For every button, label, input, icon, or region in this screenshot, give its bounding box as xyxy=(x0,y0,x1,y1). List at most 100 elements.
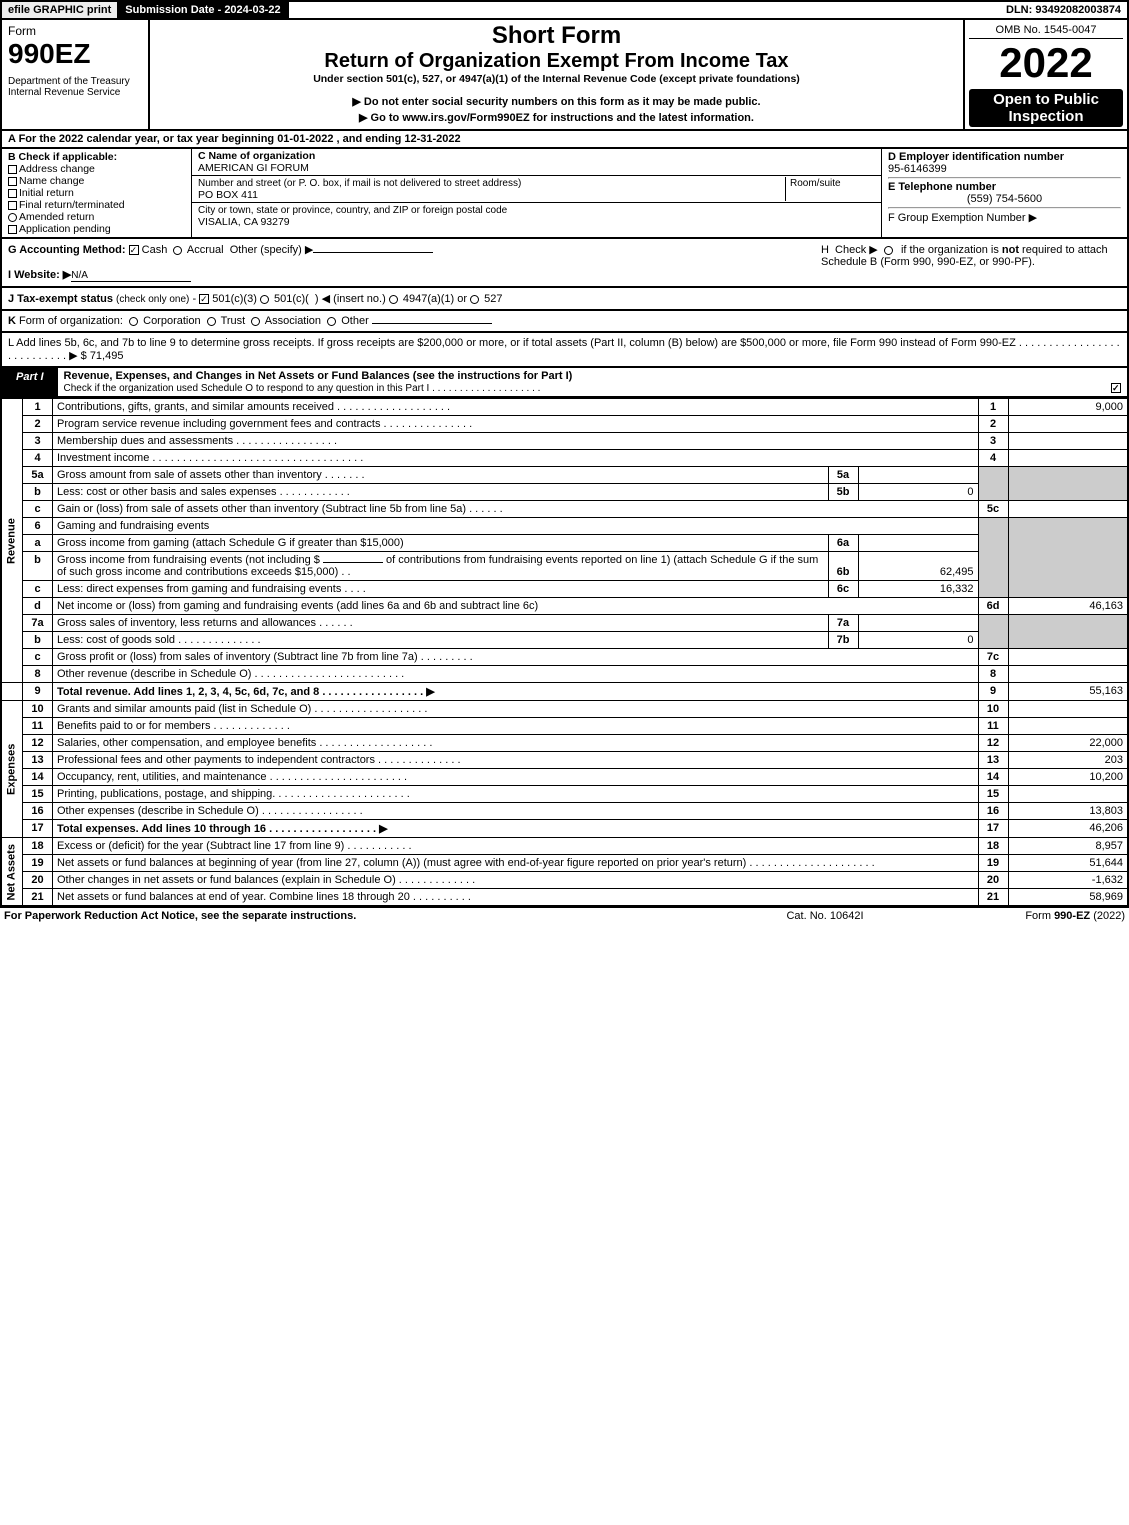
line-21: Net assets or fund balances at end of ye… xyxy=(53,889,979,907)
goto-link[interactable]: ▶ Go to www.irs.gov/Form990EZ for instru… xyxy=(156,111,957,124)
org-name: AMERICAN GI FORUM xyxy=(198,162,309,174)
checkbox-accrual[interactable] xyxy=(173,246,182,255)
b-header: B Check if applicable: xyxy=(8,151,117,163)
tel-label: E Telephone number xyxy=(888,181,996,193)
line-1: Contributions, gifts, grants, and simila… xyxy=(53,399,979,416)
line-15: Printing, publications, postage, and shi… xyxy=(53,786,979,803)
part-1-header: Part I Revenue, Expenses, and Changes in… xyxy=(0,368,1129,398)
h-text: H Check ▶ if the organization is not req… xyxy=(821,244,1108,268)
line-l: L Add lines 5b, 6c, and 7b to line 9 to … xyxy=(0,333,1129,368)
lbl-address: Address change xyxy=(19,163,95,175)
checkbox-trust[interactable] xyxy=(207,317,216,326)
checkbox-amended[interactable] xyxy=(8,213,17,222)
footer-right: Form 990-EZ (2022) xyxy=(925,910,1125,922)
checkbox-initial[interactable] xyxy=(8,189,17,198)
checkbox-4947[interactable] xyxy=(389,295,398,304)
val-6b: 62,495 xyxy=(858,552,978,581)
line-20: Other changes in net assets or fund bala… xyxy=(53,872,979,889)
val-6c: 16,332 xyxy=(858,581,978,598)
line-9: Total revenue. Add lines 1, 2, 3, 4, 5c,… xyxy=(53,683,979,701)
part-1-label: Part I xyxy=(2,368,58,396)
other-specify-field[interactable] xyxy=(313,252,433,253)
line-8: Other revenue (describe in Schedule O) .… xyxy=(53,666,979,683)
expenses-vlabel: Expenses xyxy=(1,701,23,838)
val-12: 22,000 xyxy=(1008,735,1128,752)
lbl-init: Initial return xyxy=(19,187,74,199)
line-6d: Net income or (loss) from gaming and fun… xyxy=(53,598,979,615)
revenue-vlabel: Revenue xyxy=(1,399,23,683)
group-exempt-label: F Group Exemption Number ▶ xyxy=(888,212,1037,224)
footer: For Paperwork Reduction Act Notice, see … xyxy=(0,907,1129,924)
street-value: PO BOX 411 xyxy=(198,189,258,201)
checkbox-h[interactable] xyxy=(884,246,893,255)
val-9: 55,163 xyxy=(1008,683,1128,701)
spacer xyxy=(289,2,1000,18)
part-1-title: Revenue, Expenses, and Changes in Net As… xyxy=(64,370,573,382)
ein-label: D Employer identification number xyxy=(888,151,1064,163)
under-section: Under section 501(c), 527, or 4947(a)(1)… xyxy=(156,73,957,85)
revenue-table: Revenue 1Contributions, gifts, grants, a… xyxy=(0,398,1129,907)
checkbox-corp[interactable] xyxy=(129,317,138,326)
checkbox-oth[interactable] xyxy=(327,317,336,326)
checkbox-501c3[interactable] xyxy=(199,294,209,304)
lbl-amend: Amended return xyxy=(19,211,94,223)
form-word: Form xyxy=(8,24,142,38)
checkbox-pending[interactable] xyxy=(8,225,17,234)
val-17: 46,206 xyxy=(1008,820,1128,838)
k-other-field[interactable] xyxy=(372,323,492,324)
lbl-other: Other (specify) ▶ xyxy=(230,244,314,256)
line-11: Benefits paid to or for members . . . . … xyxy=(53,718,979,735)
website-value: N/A xyxy=(71,270,191,282)
val-16: 13,803 xyxy=(1008,803,1128,820)
submission-date: Submission Date - 2024-03-22 xyxy=(119,2,288,18)
lbl-app: Application pending xyxy=(19,223,111,235)
line-4: Investment income . . . . . . . . . . . … xyxy=(53,450,979,467)
lbl-accrual: Accrual xyxy=(187,244,224,256)
city-value: VISALIA, CA 93279 xyxy=(198,216,290,228)
lbl-cash: Cash xyxy=(142,244,168,256)
dept: Department of the Treasury xyxy=(8,76,142,87)
checkbox-name-change[interactable] xyxy=(8,177,17,186)
checkbox-cash[interactable] xyxy=(129,245,139,255)
tax-year: 2022 xyxy=(969,39,1123,87)
line-17: Total expenses. Add lines 10 through 16 … xyxy=(53,820,979,838)
entity-info: B Check if applicable: Address change Na… xyxy=(0,149,1129,239)
val-7b: 0 xyxy=(858,632,978,649)
checkbox-527[interactable] xyxy=(470,295,479,304)
line-6: Gaming and fundraising events xyxy=(53,518,979,535)
line-7a: Gross sales of inventory, less returns a… xyxy=(53,615,829,632)
dln: DLN: 93492082003874 xyxy=(1000,2,1127,18)
checkbox-schedule-o[interactable] xyxy=(1111,383,1121,393)
city-label: City or town, state or province, country… xyxy=(198,205,507,216)
top-bar: efile GRAPHIC print Submission Date - 20… xyxy=(0,0,1129,20)
ein-value: 95-6146399 xyxy=(888,163,947,175)
irs: Internal Revenue Service xyxy=(8,87,142,98)
line-5b: Less: cost or other basis and sales expe… xyxy=(53,484,829,501)
form-header: Form 990EZ Department of the Treasury In… xyxy=(0,20,1129,131)
checkbox-assoc[interactable] xyxy=(251,317,260,326)
i-label: I Website: ▶ xyxy=(8,269,71,281)
line-g-h: G Accounting Method: Cash Accrual Other … xyxy=(0,239,1129,288)
footer-center: Cat. No. 10642I xyxy=(725,910,925,922)
line-16: Other expenses (describe in Schedule O) … xyxy=(53,803,979,820)
val-6d: 46,163 xyxy=(1008,598,1128,615)
efile-print-button[interactable]: efile GRAPHIC print xyxy=(2,2,119,18)
omb-number: OMB No. 1545-0047 xyxy=(969,22,1123,39)
checkbox-501c[interactable] xyxy=(260,295,269,304)
val-1: 9,000 xyxy=(1008,399,1128,416)
ssn-warning: ▶ Do not enter social security numbers o… xyxy=(156,95,957,108)
form-number: 990EZ xyxy=(8,38,142,70)
val-18: 8,957 xyxy=(1008,838,1128,855)
line-13: Professional fees and other payments to … xyxy=(53,752,979,769)
line-6c: Less: direct expenses from gaming and fu… xyxy=(53,581,829,598)
checkbox-address-change[interactable] xyxy=(8,165,17,174)
line-12: Salaries, other compensation, and employ… xyxy=(53,735,979,752)
street-label: Number and street (or P. O. box, if mail… xyxy=(198,178,521,189)
val-13: 203 xyxy=(1008,752,1128,769)
val-19: 51,644 xyxy=(1008,855,1128,872)
val-14: 10,200 xyxy=(1008,769,1128,786)
line-5a: Gross amount from sale of assets other t… xyxy=(53,467,829,484)
lbl-name: Name change xyxy=(19,175,84,187)
val-5b: 0 xyxy=(858,484,978,501)
checkbox-final[interactable] xyxy=(8,201,17,210)
